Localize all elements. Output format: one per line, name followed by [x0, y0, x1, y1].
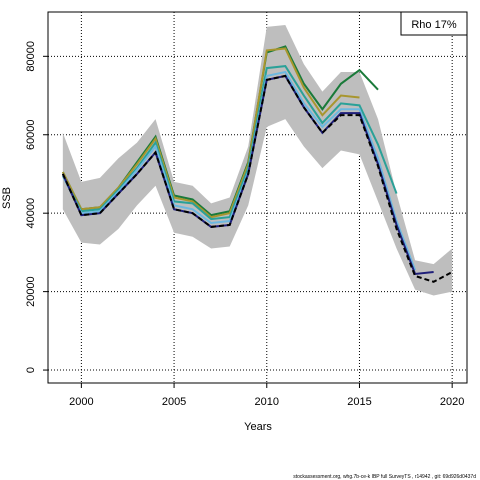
- y-tick-label: 60000: [25, 119, 37, 150]
- series-line: [61, 65, 398, 221]
- x-tick-label: 2010: [255, 396, 279, 408]
- x-tick-label: 2015: [347, 396, 371, 408]
- series-line: [61, 74, 453, 283]
- y-axis-label: SSB: [1, 187, 13, 209]
- legend-box: [400, 11, 468, 36]
- series-line: [61, 47, 360, 219]
- series-line: [61, 70, 417, 271]
- y-tick-label: 20000: [25, 276, 37, 307]
- y-tick-label: 40000: [25, 198, 37, 229]
- legend-text: Rho 17%: [411, 19, 456, 31]
- x-tick-label: 2020: [440, 396, 464, 408]
- x-axis-label: Years: [244, 421, 272, 433]
- x-tick-label: 2005: [162, 396, 186, 408]
- footer: stockassessment.org, whg.7b-ce-k IBP ful…: [293, 474, 476, 480]
- y-tick-label: 0: [25, 367, 37, 373]
- x-tick-label: 2000: [69, 396, 93, 408]
- y-tick-label: 80000: [25, 41, 37, 72]
- confidence-band: [62, 24, 453, 296]
- plot-frame: [47, 11, 468, 384]
